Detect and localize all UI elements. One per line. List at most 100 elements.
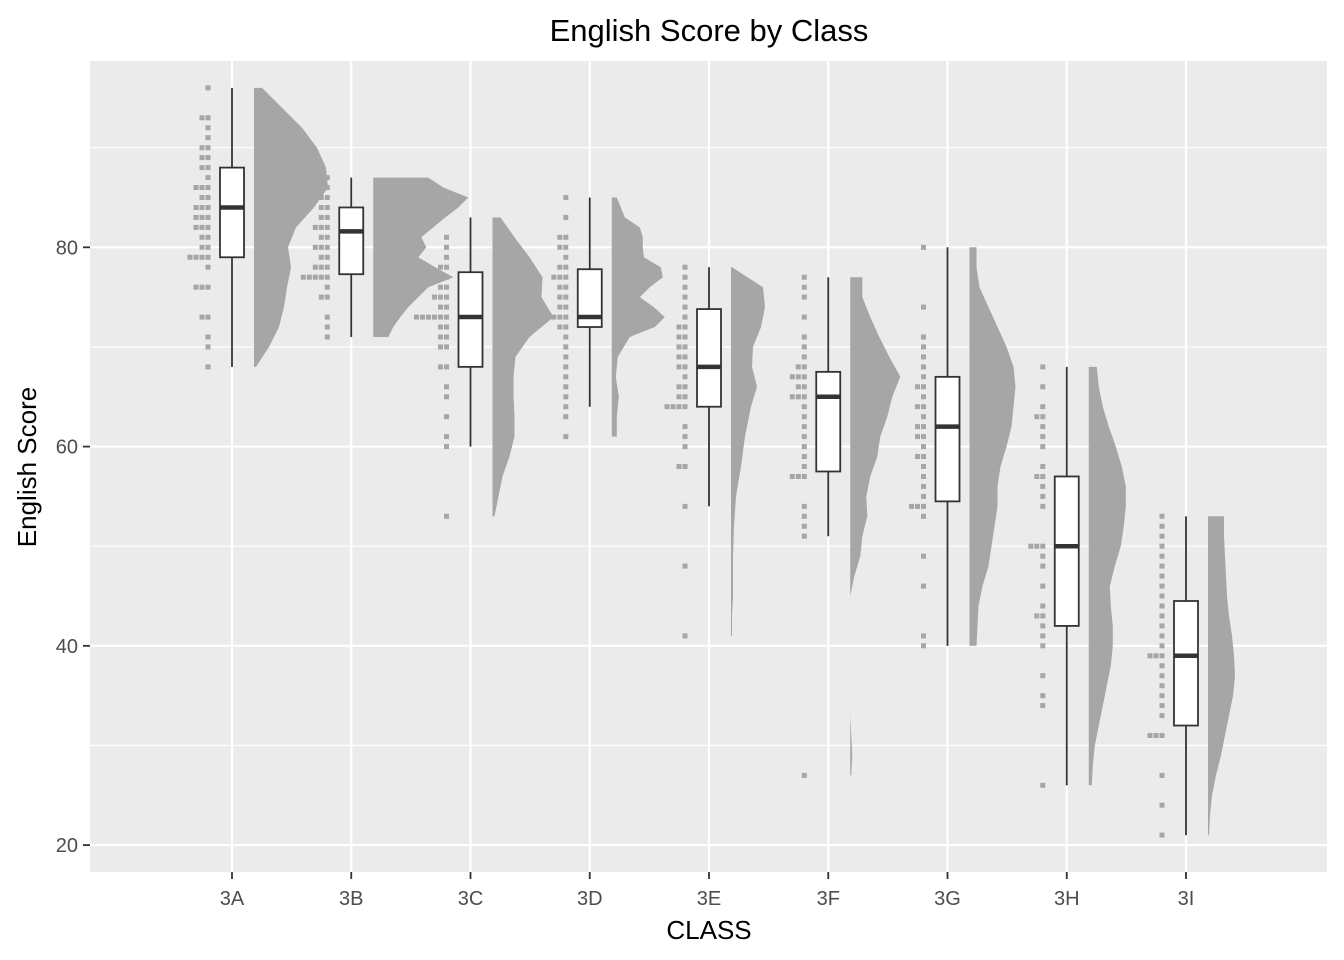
- data-point: [563, 274, 569, 280]
- data-point: [444, 384, 449, 390]
- data-point: [789, 374, 795, 380]
- data-point: [682, 633, 688, 639]
- data-point: [444, 394, 449, 400]
- data-point: [682, 384, 688, 390]
- data-point: [557, 294, 563, 300]
- data-point: [324, 214, 330, 220]
- data-point: [1040, 424, 1046, 430]
- data-point: [1159, 573, 1165, 579]
- data-point: [676, 384, 682, 390]
- data-point: [682, 364, 688, 370]
- data-point: [921, 414, 926, 420]
- data-point: [318, 214, 324, 220]
- data-point: [1040, 563, 1046, 569]
- data-point: [682, 503, 688, 509]
- data-point: [1159, 673, 1165, 679]
- x-tick-label: 3B: [339, 888, 363, 910]
- x-tick-label: 3F: [817, 888, 840, 910]
- data-point: [420, 314, 425, 320]
- data-point: [563, 404, 569, 410]
- data-point: [676, 464, 682, 469]
- data-point: [801, 274, 807, 280]
- data-point: [801, 434, 807, 440]
- data-point: [199, 314, 205, 320]
- data-point: [324, 224, 330, 230]
- data-point: [1159, 643, 1165, 649]
- chart-title: English Score by Class: [550, 13, 869, 48]
- data-point: [915, 424, 920, 430]
- data-point: [300, 274, 306, 280]
- data-point: [193, 224, 199, 230]
- box-iqr: [1053, 475, 1080, 627]
- data-point: [318, 185, 324, 190]
- data-point: [921, 444, 926, 450]
- data-point: [432, 314, 437, 320]
- data-point: [205, 254, 211, 260]
- data-point: [438, 344, 443, 350]
- data-point: [563, 394, 569, 400]
- data-point: [312, 274, 318, 280]
- data-point: [915, 503, 920, 509]
- data-point: [682, 284, 688, 290]
- box-plot-3H: [1053, 366, 1080, 786]
- data-point: [915, 404, 920, 410]
- data-points: [187, 85, 1165, 838]
- data-point: [444, 264, 449, 270]
- box-iqr: [219, 166, 245, 259]
- data-point: [193, 254, 199, 260]
- data-point: [682, 314, 688, 320]
- data-point: [921, 483, 926, 489]
- data-point: [199, 145, 205, 151]
- data-point: [1040, 673, 1046, 679]
- data-point: [1040, 364, 1046, 370]
- data-point: [563, 354, 569, 360]
- data-point: [921, 354, 926, 360]
- data-point: [682, 324, 688, 330]
- data-point: [921, 474, 926, 479]
- data-point: [1040, 543, 1046, 549]
- data-point: [801, 503, 807, 509]
- data-point: [1040, 483, 1046, 489]
- data-point: [324, 274, 330, 280]
- x-tick-label: 3G: [934, 888, 961, 910]
- data-point: [682, 344, 688, 350]
- data-point: [801, 344, 807, 350]
- data-point: [205, 264, 211, 270]
- data-point: [676, 394, 682, 400]
- density-cloud-3E: [731, 267, 765, 636]
- data-point: [438, 364, 443, 370]
- data-point: [921, 424, 926, 430]
- data-point: [324, 195, 330, 200]
- data-point: [801, 523, 807, 529]
- data-point: [1159, 563, 1165, 569]
- data-point: [205, 155, 211, 161]
- data-point: [1159, 623, 1165, 629]
- data-point: [1159, 583, 1165, 589]
- data-point: [1040, 474, 1046, 479]
- data-point: [563, 384, 569, 390]
- data-point: [205, 115, 211, 121]
- data-point: [664, 404, 670, 410]
- data-point: [1159, 593, 1165, 599]
- data-point: [1034, 613, 1040, 619]
- x-tick-label: 3H: [1054, 888, 1080, 910]
- data-point: [801, 314, 807, 320]
- data-point: [563, 195, 569, 200]
- data-point: [1040, 603, 1046, 609]
- x-axis: 3A 3B 3C 3D 3E 3F 3G 3H 3I: [220, 872, 1194, 910]
- data-point: [682, 424, 688, 430]
- data-point: [1159, 663, 1165, 669]
- data-point: [915, 434, 920, 440]
- data-point: [1147, 653, 1153, 659]
- data-point: [205, 185, 211, 190]
- data-point: [1159, 533, 1165, 539]
- data-point: [1040, 633, 1046, 639]
- data-point: [801, 404, 807, 410]
- data-point: [205, 334, 211, 340]
- data-point: [438, 284, 443, 290]
- y-tick-label: 80: [56, 237, 78, 259]
- data-point: [438, 304, 443, 310]
- data-point: [1040, 782, 1046, 788]
- data-point: [444, 364, 449, 370]
- data-point: [444, 434, 449, 440]
